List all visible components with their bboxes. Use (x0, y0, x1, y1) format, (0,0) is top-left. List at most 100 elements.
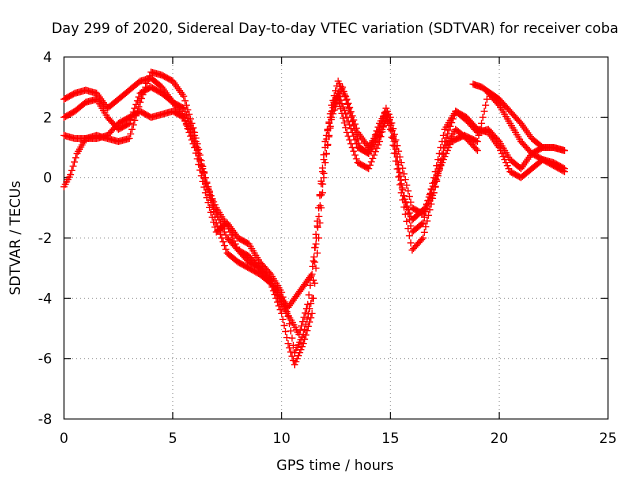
data-point (127, 130, 135, 138)
data-point (283, 334, 291, 342)
data-point (204, 186, 212, 194)
data-point (326, 124, 334, 132)
data-point (560, 168, 568, 176)
data-point (386, 116, 394, 124)
data-point (473, 147, 481, 155)
data-point (384, 110, 392, 118)
data-point (306, 281, 314, 289)
data-point (352, 155, 360, 163)
data-point (178, 104, 186, 112)
data-point (322, 150, 330, 158)
data-point (267, 276, 275, 284)
data-point (396, 168, 404, 176)
data-point (220, 242, 228, 250)
data-point (377, 128, 385, 136)
data-point (206, 203, 214, 211)
data-point (269, 282, 277, 290)
y-axis-label: SDTVAR / TECUs (8, 181, 24, 296)
data-point (233, 243, 241, 251)
data-point (311, 243, 319, 251)
data-point (348, 118, 356, 126)
data-point (438, 159, 446, 167)
data-point (268, 279, 276, 287)
data-point (310, 253, 318, 261)
data-point (429, 194, 437, 202)
data-point (503, 162, 511, 170)
series-4 (60, 83, 568, 339)
data-point (426, 206, 434, 214)
data-point (433, 171, 441, 179)
data-point (438, 137, 446, 145)
data-point (327, 115, 335, 123)
data-point (304, 310, 312, 318)
data-point (422, 223, 430, 231)
data-point (502, 159, 510, 167)
data-point (188, 125, 196, 133)
x-tick-label: 5 (168, 431, 177, 447)
data-point (403, 202, 411, 210)
data-point (196, 156, 204, 164)
data-point (388, 133, 396, 141)
data-point (208, 195, 216, 203)
data-point (374, 123, 382, 131)
data-point (339, 114, 347, 122)
data-point (446, 140, 454, 148)
data-point (132, 101, 140, 109)
data-point (421, 204, 429, 212)
data-point (437, 162, 445, 170)
data-point (188, 136, 196, 144)
data-point (201, 180, 209, 188)
y-axis-ticks: -8 -6 -4 -2 0 2 4 (38, 50, 608, 428)
data-point (405, 193, 413, 201)
data-point (313, 249, 321, 257)
data-point (389, 141, 397, 149)
data-point (435, 150, 443, 158)
data-point (180, 92, 188, 100)
data-point (275, 294, 283, 302)
data-point (324, 141, 332, 149)
data-point (287, 348, 295, 356)
data-point (424, 211, 432, 219)
data-point (420, 213, 428, 221)
data-point (288, 352, 296, 360)
data-point (353, 135, 361, 143)
data-point (420, 228, 428, 236)
data-point (308, 270, 316, 278)
y-tick-label: 2 (43, 110, 52, 126)
data-point (319, 180, 327, 188)
data-point (302, 305, 310, 313)
data-point (407, 239, 415, 247)
data-point (297, 322, 305, 330)
y-tick-label: -4 (38, 291, 52, 307)
data-point (405, 232, 413, 240)
y-tick-label: 4 (43, 50, 52, 66)
data-point (434, 168, 442, 176)
data-point (211, 223, 219, 231)
data-point (291, 361, 299, 369)
data-point (380, 119, 388, 127)
data-point (339, 103, 347, 111)
data-point (296, 326, 304, 334)
data-point (69, 162, 77, 170)
data-point (274, 291, 282, 299)
data-point (312, 240, 320, 248)
data-point (389, 132, 397, 140)
data-point (182, 111, 190, 119)
data-point (210, 198, 218, 206)
data-point (367, 158, 375, 166)
data-point (299, 318, 307, 326)
data-point (424, 197, 432, 205)
data-point (320, 169, 328, 177)
data-point (352, 131, 360, 139)
series-5 (469, 80, 568, 155)
data-point (373, 127, 381, 135)
data-point (144, 76, 152, 84)
data-point (280, 321, 288, 329)
y-tick-label: -2 (38, 231, 52, 247)
x-axis-label: GPS time / hours (276, 458, 393, 474)
data-point (227, 231, 235, 239)
data-point (131, 104, 139, 112)
data-point (226, 228, 234, 236)
data-point (272, 288, 280, 296)
